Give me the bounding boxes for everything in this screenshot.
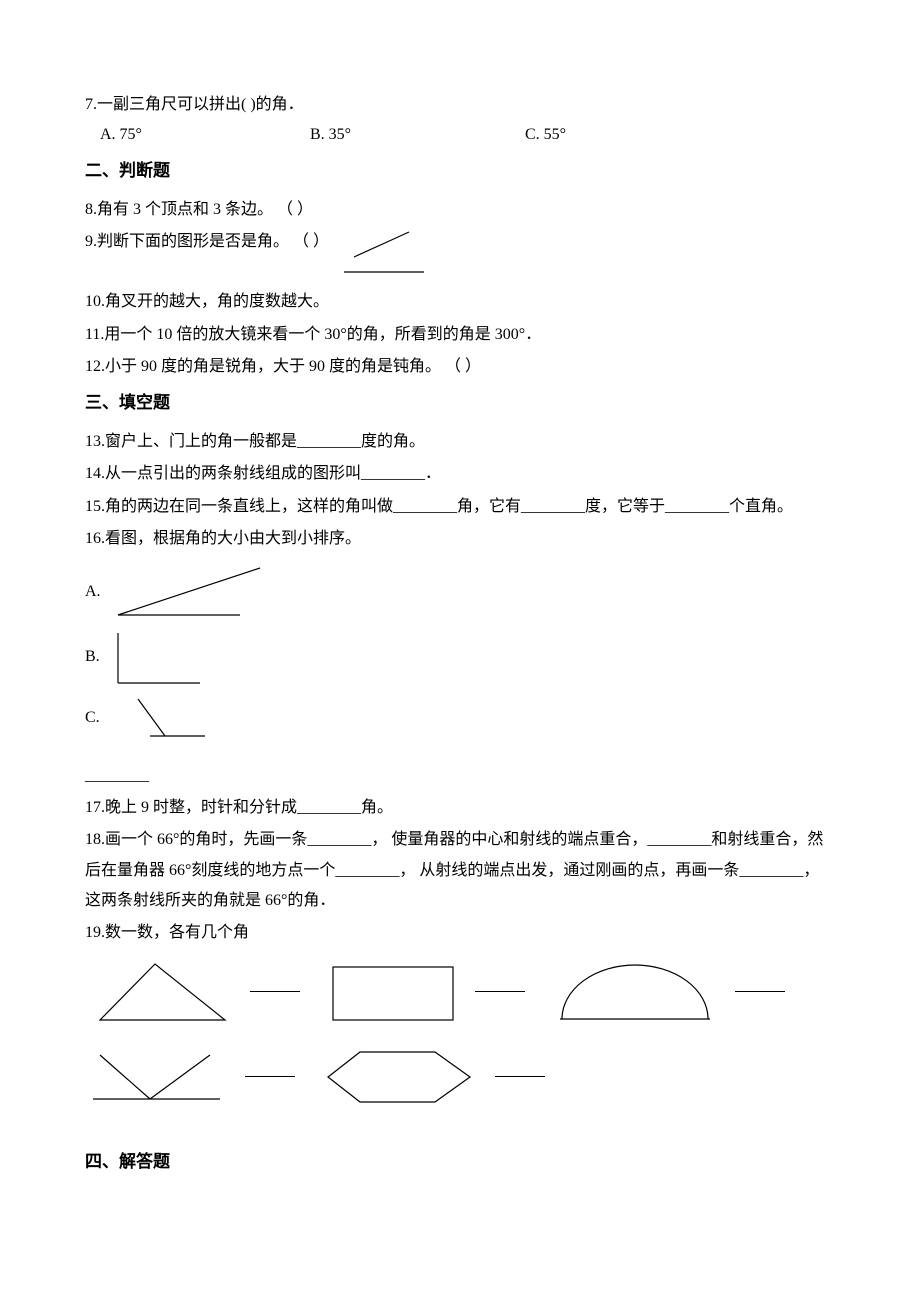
q19-rectangle-wrap — [325, 957, 550, 1027]
q16-option-b: B. — [85, 628, 835, 688]
q7-option-b: B. 35° — [310, 120, 525, 150]
q9-text: 9.判断下面的图形是否是角。 （ ） — [85, 227, 329, 257]
semicircle-shape — [550, 957, 720, 1027]
q19-hexagon-wrap — [320, 1042, 570, 1112]
q16-label-b: B. — [85, 642, 110, 672]
q16-option-c: C. — [85, 696, 835, 741]
rectangle-blank — [475, 991, 525, 992]
q16-label-c: C. — [85, 703, 110, 733]
question-11: 11.用一个 10 倍的放大镜来看一个 30°的角，所看到的角是 300°． — [85, 320, 835, 350]
question-15: 15.角的两边在同一条直线上，这样的角叫做________角，它有_______… — [85, 492, 835, 522]
q16-answer-blank: ________ — [85, 761, 835, 791]
q9-angle-figure — [344, 227, 434, 277]
question-18: 18.画一个 66°的角时，先画一条________， 使量角器的中心和射线的端… — [85, 825, 835, 916]
q19-row-2 — [85, 1042, 835, 1112]
q7-options: A. 75° B. 35° C. 55° — [100, 120, 835, 150]
hexagon-blank — [495, 1076, 545, 1077]
q19-shapes — [85, 957, 835, 1112]
triangle-shape — [85, 957, 235, 1027]
q16-angle-b — [110, 628, 210, 688]
hexagon-shape — [320, 1042, 480, 1112]
q19-semicircle-wrap — [550, 957, 810, 1027]
q19-vshape-wrap — [85, 1047, 320, 1107]
q19-triangle-wrap — [85, 957, 325, 1027]
question-10: 10.角叉开的越大，角的度数越大。 — [85, 287, 835, 317]
q16-angle-a — [110, 565, 270, 620]
q7-text: 7.一副三角尺可以拼出( )的角． — [85, 90, 835, 120]
q7-option-c: C. 55° — [525, 120, 725, 150]
triangle-blank — [250, 991, 300, 992]
section-4-header: 四、解答题 — [85, 1146, 835, 1178]
q19-row-1 — [85, 957, 835, 1027]
q16-text: 16.看图，根据角的大小由大到小排序。 — [85, 524, 835, 554]
section-2-header: 二、判断题 — [85, 155, 835, 187]
question-16: 16.看图，根据角的大小由大到小排序。 A. B. C. ________ — [85, 524, 835, 791]
question-13: 13.窗户上、门上的角一般都是________度的角。 — [85, 427, 835, 457]
semicircle-blank — [735, 991, 785, 992]
question-8: 8.角有 3 个顶点和 3 条边。 （ ） — [85, 195, 835, 225]
q16-angle-c — [110, 696, 210, 741]
question-7: 7.一副三角尺可以拼出( )的角． A. 75° B. 35° C. 55° — [85, 90, 835, 151]
q7-option-a: A. 75° — [100, 120, 310, 150]
v-shape — [85, 1047, 230, 1107]
question-17: 17.晚上 9 时整，时针和分针成________角。 — [85, 793, 835, 823]
question-12: 12.小于 90 度的角是锐角，大于 90 度的角是钝角。 （ ） — [85, 352, 835, 382]
question-14: 14.从一点引出的两条射线组成的图形叫________． — [85, 459, 835, 489]
vshape-blank — [245, 1076, 295, 1077]
question-19: 19.数一数，各有几个角 — [85, 918, 835, 948]
q16-option-a: A. — [85, 565, 835, 620]
q16-label-a: A. — [85, 577, 110, 607]
rectangle-shape — [325, 957, 460, 1027]
section-3-header: 三、填空题 — [85, 387, 835, 419]
question-9: 9.判断下面的图形是否是角。 （ ） — [85, 227, 835, 277]
